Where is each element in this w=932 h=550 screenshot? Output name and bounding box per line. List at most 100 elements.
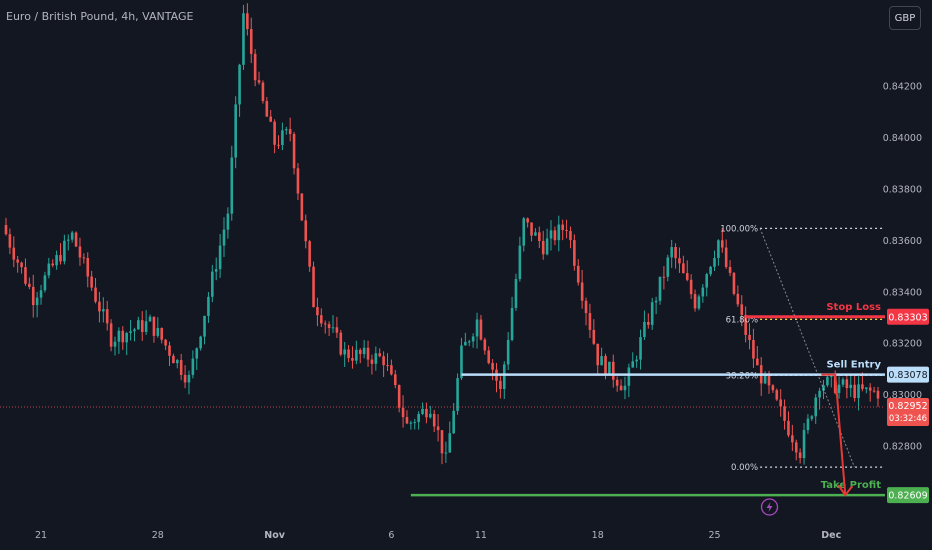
x-tick-label: 28 (152, 530, 164, 541)
candle-body (818, 390, 821, 398)
candle-body (172, 355, 175, 364)
candle-body (514, 279, 518, 308)
candle-body (705, 274, 709, 288)
candle-body (160, 328, 164, 340)
candle-body (541, 241, 545, 255)
candle-body (717, 240, 720, 259)
x-tick-label: Nov (264, 530, 285, 541)
candle-body (530, 222, 533, 236)
sell-entry-label: Sell Entry (826, 360, 881, 371)
candle-body (121, 330, 125, 343)
candle-body (752, 339, 755, 359)
candle-body (502, 364, 506, 389)
stop-loss-price-value: 0.83303 (888, 312, 927, 323)
candle-body (28, 283, 31, 287)
candle-body (549, 230, 553, 239)
candle-body (39, 290, 43, 298)
candle-body (662, 276, 666, 278)
candle-body (397, 385, 401, 408)
candle-body (109, 323, 113, 347)
candle-body (323, 323, 327, 325)
candle-body (557, 224, 561, 241)
y-tick-label: 0.83200 (883, 339, 922, 350)
candle-body (78, 246, 82, 258)
candle-body (685, 273, 689, 280)
candle-body (249, 29, 253, 54)
candle-body (195, 348, 199, 359)
candle-body (639, 337, 642, 360)
candle-body (573, 240, 576, 266)
candle-body (736, 293, 740, 305)
candle-body (86, 257, 90, 277)
candle-body (70, 232, 74, 240)
candle-body (284, 129, 288, 131)
take-profit-price-tag (887, 487, 929, 504)
x-tick-label: 11 (475, 530, 487, 541)
candle-body (565, 229, 568, 231)
candle-body (393, 374, 397, 386)
lightning-alert-icon[interactable] (760, 498, 779, 516)
candle-body (12, 247, 16, 260)
candle-body (522, 218, 526, 246)
candle-body (20, 262, 23, 268)
candle-body (117, 330, 121, 342)
candle-body (288, 129, 292, 134)
candle-body (561, 224, 564, 230)
candle-body (724, 247, 728, 267)
candle-body (506, 339, 510, 365)
candle-body (608, 361, 611, 376)
candle-body (421, 408, 424, 414)
candle-body (347, 349, 350, 359)
candle-body (775, 390, 779, 400)
candle-body (234, 104, 237, 158)
candle-body (304, 220, 308, 242)
candle-body (183, 374, 187, 383)
candle-body (868, 387, 872, 391)
candle-body (269, 116, 273, 122)
candle-body (452, 410, 455, 434)
candle-body (518, 245, 522, 280)
candle-body (405, 417, 409, 424)
candle-body (31, 286, 35, 306)
candle-body (168, 345, 171, 356)
sell-entry-price-tag (887, 366, 929, 383)
candle-body (401, 407, 405, 418)
y-tick-label: 0.83400 (883, 287, 922, 298)
lightning-glyph (766, 502, 773, 512)
candle-body (253, 53, 257, 81)
currency-button[interactable]: GBP (889, 6, 921, 30)
candle-body (51, 263, 55, 266)
candle-body (588, 313, 592, 330)
candle-body (351, 358, 354, 361)
candle-body (701, 287, 705, 297)
candle-body (222, 229, 226, 246)
candle-body (678, 258, 681, 264)
candle-body (779, 399, 782, 407)
candle-body (175, 360, 179, 364)
candle-body (713, 258, 716, 267)
candle-body (697, 296, 701, 309)
candle-body (635, 359, 638, 362)
candle-body (362, 347, 366, 355)
x-tick-label: 21 (35, 530, 47, 541)
candle-body (90, 276, 93, 288)
candle-body (814, 397, 818, 417)
candle-body (845, 379, 849, 389)
candle-body (876, 390, 880, 399)
candle-body (320, 315, 323, 324)
candle-body (650, 302, 654, 325)
candle-body (137, 320, 140, 330)
candle-body (491, 363, 494, 370)
candle-body (94, 287, 97, 302)
candle-body (748, 334, 751, 340)
candle-body (98, 301, 101, 312)
candle-body (370, 359, 374, 364)
candle-body (218, 245, 222, 270)
candle-body (179, 360, 183, 375)
candle-body (623, 385, 627, 391)
candle-body (440, 430, 444, 454)
candle-body (791, 435, 794, 443)
candle-body (654, 300, 658, 303)
